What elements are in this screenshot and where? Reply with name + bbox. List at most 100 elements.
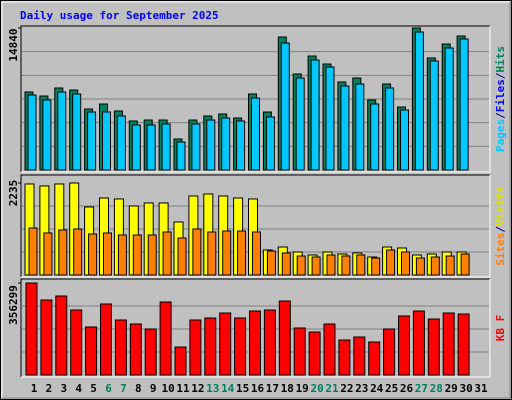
bar xyxy=(311,256,321,276)
bar xyxy=(370,103,380,171)
axis-label-part: Files xyxy=(494,79,507,112)
chart-title: Daily usage for September 2025 xyxy=(20,9,219,22)
panel-bevel xyxy=(21,26,491,173)
bar xyxy=(221,117,231,171)
bar xyxy=(341,255,351,276)
x-tick-label: 21 xyxy=(325,382,339,395)
bar xyxy=(383,328,396,376)
bar xyxy=(129,323,142,376)
x-tick-label: 20 xyxy=(310,382,323,395)
bar xyxy=(442,312,455,376)
x-tick-label: 16 xyxy=(251,382,265,395)
axis-label-part: Hits xyxy=(494,46,507,73)
bar xyxy=(161,123,171,171)
bar xyxy=(281,252,291,276)
panel-bevel xyxy=(20,25,490,172)
axis-label-part: / xyxy=(494,226,507,233)
bar xyxy=(144,328,157,376)
bar xyxy=(263,309,276,376)
bar xyxy=(43,232,53,276)
bar xyxy=(371,257,381,276)
x-tick-label: 1 xyxy=(31,382,38,395)
axis-label-part: Visits xyxy=(494,186,507,226)
bar xyxy=(325,66,335,171)
bar xyxy=(445,255,455,276)
x-tick-label: 12 xyxy=(191,382,204,395)
bar xyxy=(147,234,157,276)
axis-label-part: Sites xyxy=(494,233,507,266)
bar xyxy=(103,232,112,276)
bar xyxy=(88,233,98,276)
bar xyxy=(400,109,409,171)
panel-bevel xyxy=(21,279,491,378)
bar xyxy=(414,31,424,171)
x-tick-label: 4 xyxy=(75,382,82,395)
bar xyxy=(189,319,202,376)
bar xyxy=(27,94,37,171)
axis-label-part: / xyxy=(494,72,507,79)
bar xyxy=(192,228,202,276)
x-tick-label: 25 xyxy=(385,382,398,395)
bar xyxy=(252,231,261,276)
axis-label-part: KB F xyxy=(494,315,507,342)
bar xyxy=(222,230,232,276)
bar xyxy=(85,326,98,376)
bar xyxy=(73,228,83,276)
bar xyxy=(207,231,217,276)
x-tick-label: 24 xyxy=(370,382,384,395)
x-tick-label: 2 xyxy=(46,382,53,395)
bar xyxy=(398,315,410,376)
axis-label-part: / xyxy=(494,112,507,119)
bar xyxy=(429,60,439,171)
x-tick-label: 19 xyxy=(296,382,309,395)
x-tick-label: 11 xyxy=(176,382,190,395)
x-tick-label: 28 xyxy=(430,382,443,395)
bar xyxy=(55,295,68,376)
bar xyxy=(459,38,469,171)
bar xyxy=(191,123,201,171)
bar xyxy=(28,227,38,276)
x-tick-label: 13 xyxy=(206,382,219,395)
bar xyxy=(353,336,366,376)
bar xyxy=(102,111,111,171)
bar xyxy=(460,253,470,276)
bar xyxy=(278,300,291,376)
bar xyxy=(310,59,320,171)
bar xyxy=(326,254,336,276)
axis-label: KB F xyxy=(494,315,507,342)
bar xyxy=(219,312,232,376)
bar xyxy=(280,42,290,171)
bar xyxy=(146,124,156,171)
y-tick-label: 356299 xyxy=(7,285,20,325)
y-tick-label: 14840 xyxy=(7,28,20,61)
x-tick-label: 17 xyxy=(266,382,279,395)
bar xyxy=(355,83,365,171)
axis-label: Pages/Files/Hits xyxy=(494,46,507,152)
bar xyxy=(444,47,454,171)
bar xyxy=(100,303,112,376)
x-tick-label: 10 xyxy=(161,382,174,395)
bar xyxy=(308,331,321,376)
panel-bevel xyxy=(21,175,491,278)
bar xyxy=(72,93,82,171)
bar xyxy=(293,327,306,376)
x-tick-label: 15 xyxy=(236,382,249,395)
bar xyxy=(40,299,53,376)
x-tick-label: 7 xyxy=(120,382,127,395)
x-tick-label: 18 xyxy=(281,382,294,395)
axis-label-part: Pages xyxy=(494,119,507,152)
bar xyxy=(116,115,126,171)
x-tick-label: 3 xyxy=(60,382,67,395)
bar xyxy=(58,229,68,276)
bar xyxy=(427,318,440,376)
x-tick-label: 6 xyxy=(105,382,112,395)
bar xyxy=(174,346,187,376)
bar xyxy=(162,231,172,276)
bar xyxy=(296,255,306,276)
bar xyxy=(401,251,410,276)
bar xyxy=(42,99,52,171)
x-tick-label: 8 xyxy=(135,382,142,395)
